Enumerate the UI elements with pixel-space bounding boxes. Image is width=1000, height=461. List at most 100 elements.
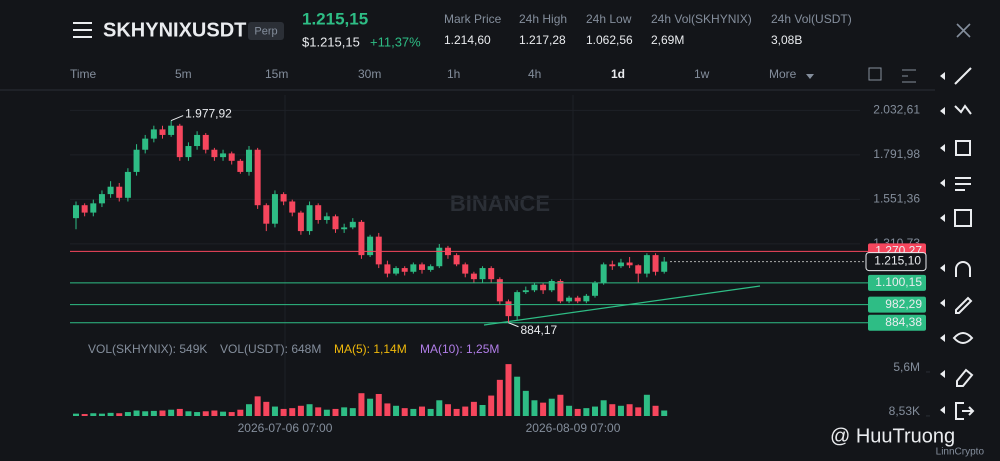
candle-body <box>133 149 140 172</box>
y-tick-label: 1.551,36 <box>873 192 920 206</box>
candle-body <box>384 264 391 274</box>
x-tick-label: 2026-07-06 07:00 <box>238 421 333 435</box>
candle-body <box>661 261 668 272</box>
candle-body <box>263 205 270 224</box>
candle-body <box>488 268 495 280</box>
settings-icons[interactable] <box>868 67 916 83</box>
timeframe[interactable]: 1h <box>447 67 460 81</box>
candle-body <box>514 292 521 317</box>
volume-bar <box>237 409 244 416</box>
volume-bar <box>297 405 304 416</box>
timeframe[interactable]: 1d <box>611 67 625 81</box>
volume-bar <box>81 414 88 416</box>
candle-body <box>393 268 400 274</box>
volume-bar <box>617 405 624 416</box>
volume-bar <box>540 402 547 416</box>
candle-body <box>600 264 607 283</box>
volume-bar <box>427 408 434 416</box>
stat-value: 2,69M <box>651 33 684 47</box>
candle-body <box>401 268 408 272</box>
candle-body <box>254 149 261 206</box>
candle-body <box>583 295 590 302</box>
candle-body <box>358 221 365 256</box>
candle-body <box>531 284 538 291</box>
volume-bar <box>107 412 114 416</box>
candle-body <box>323 216 330 220</box>
volume-tick-label: 5,6M <box>893 360 920 374</box>
fib-tool[interactable] <box>954 104 972 115</box>
volume-bar <box>375 393 382 416</box>
volume-bar <box>263 401 270 416</box>
y-tick-label: 2.032,61 <box>873 103 920 117</box>
eraser-tool[interactable] <box>956 368 974 387</box>
volume-bar <box>323 409 330 416</box>
volume-bar <box>661 410 668 416</box>
candle-body <box>211 149 218 158</box>
volume-bar <box>367 398 374 416</box>
volume-bar <box>643 394 650 416</box>
candle-body <box>617 262 624 267</box>
candle-body <box>150 129 157 139</box>
volume-bar <box>133 410 140 416</box>
candle-body <box>479 268 486 280</box>
candle-body <box>202 134 209 150</box>
volume-bar <box>306 404 313 416</box>
toolbar <box>940 67 975 420</box>
timeframe[interactable]: More <box>769 67 797 81</box>
menu-icon[interactable] <box>73 22 92 38</box>
candle-body <box>90 203 97 213</box>
perp-label: Perp <box>254 25 277 37</box>
text-tool[interactable] <box>955 177 971 191</box>
measure-tool[interactable] <box>954 209 972 227</box>
level-box <box>868 296 926 313</box>
candle-body <box>470 273 477 280</box>
volume-bar <box>436 400 443 416</box>
volume-bar <box>116 413 123 416</box>
stat-label: 24h Vol(USDT) <box>771 12 852 26</box>
volume-bar <box>349 408 356 416</box>
annotation-leader <box>170 115 184 121</box>
candle-body <box>592 282 598 296</box>
timeframe[interactable]: 30m <box>358 67 381 81</box>
visibility-tool[interactable] <box>952 332 974 344</box>
exit-tool[interactable] <box>955 402 975 420</box>
volume-bar <box>159 410 166 416</box>
current-price-label: 1.215,10 <box>874 254 921 268</box>
draw-tool[interactable] <box>955 296 973 314</box>
candle-body <box>419 264 425 270</box>
candle-body <box>436 247 443 267</box>
candle-body <box>168 125 175 135</box>
volume-bar <box>150 410 157 416</box>
volume-bar <box>453 408 460 416</box>
y-tick-label: 1.791,98 <box>873 147 920 161</box>
volume-bar <box>410 408 417 416</box>
timeframe[interactable]: 15m <box>265 67 288 81</box>
timeframe[interactable]: 1w <box>694 67 710 81</box>
level-label: 1.100,15 <box>875 275 922 289</box>
stat-label: 24h Vol(SKHYNIX) <box>651 12 752 26</box>
volume-bar <box>254 396 261 416</box>
timeframe[interactable]: 5m <box>175 67 192 81</box>
volume-legend: VOL(SKHYNIX): 549K <box>88 342 207 356</box>
candle-body <box>522 290 529 293</box>
timeframe[interactable]: 4h <box>528 67 541 81</box>
candle-body <box>107 186 114 195</box>
candle-body <box>228 153 235 161</box>
close-icon[interactable] <box>956 23 971 38</box>
candle-body <box>453 255 460 265</box>
candle-body <box>496 279 503 302</box>
level-box <box>868 274 926 291</box>
volume-bar <box>479 404 486 416</box>
candle-body <box>297 212 304 232</box>
volume-bar <box>142 411 149 416</box>
shape-tool[interactable] <box>955 140 971 156</box>
candle-body <box>367 236 374 256</box>
magnet-tool[interactable] <box>955 261 971 277</box>
volume-bar <box>462 406 469 416</box>
timeframe[interactable]: Time <box>70 67 97 81</box>
volume-bar <box>358 393 365 416</box>
line-tool[interactable] <box>954 67 972 85</box>
candle-body <box>548 281 555 291</box>
